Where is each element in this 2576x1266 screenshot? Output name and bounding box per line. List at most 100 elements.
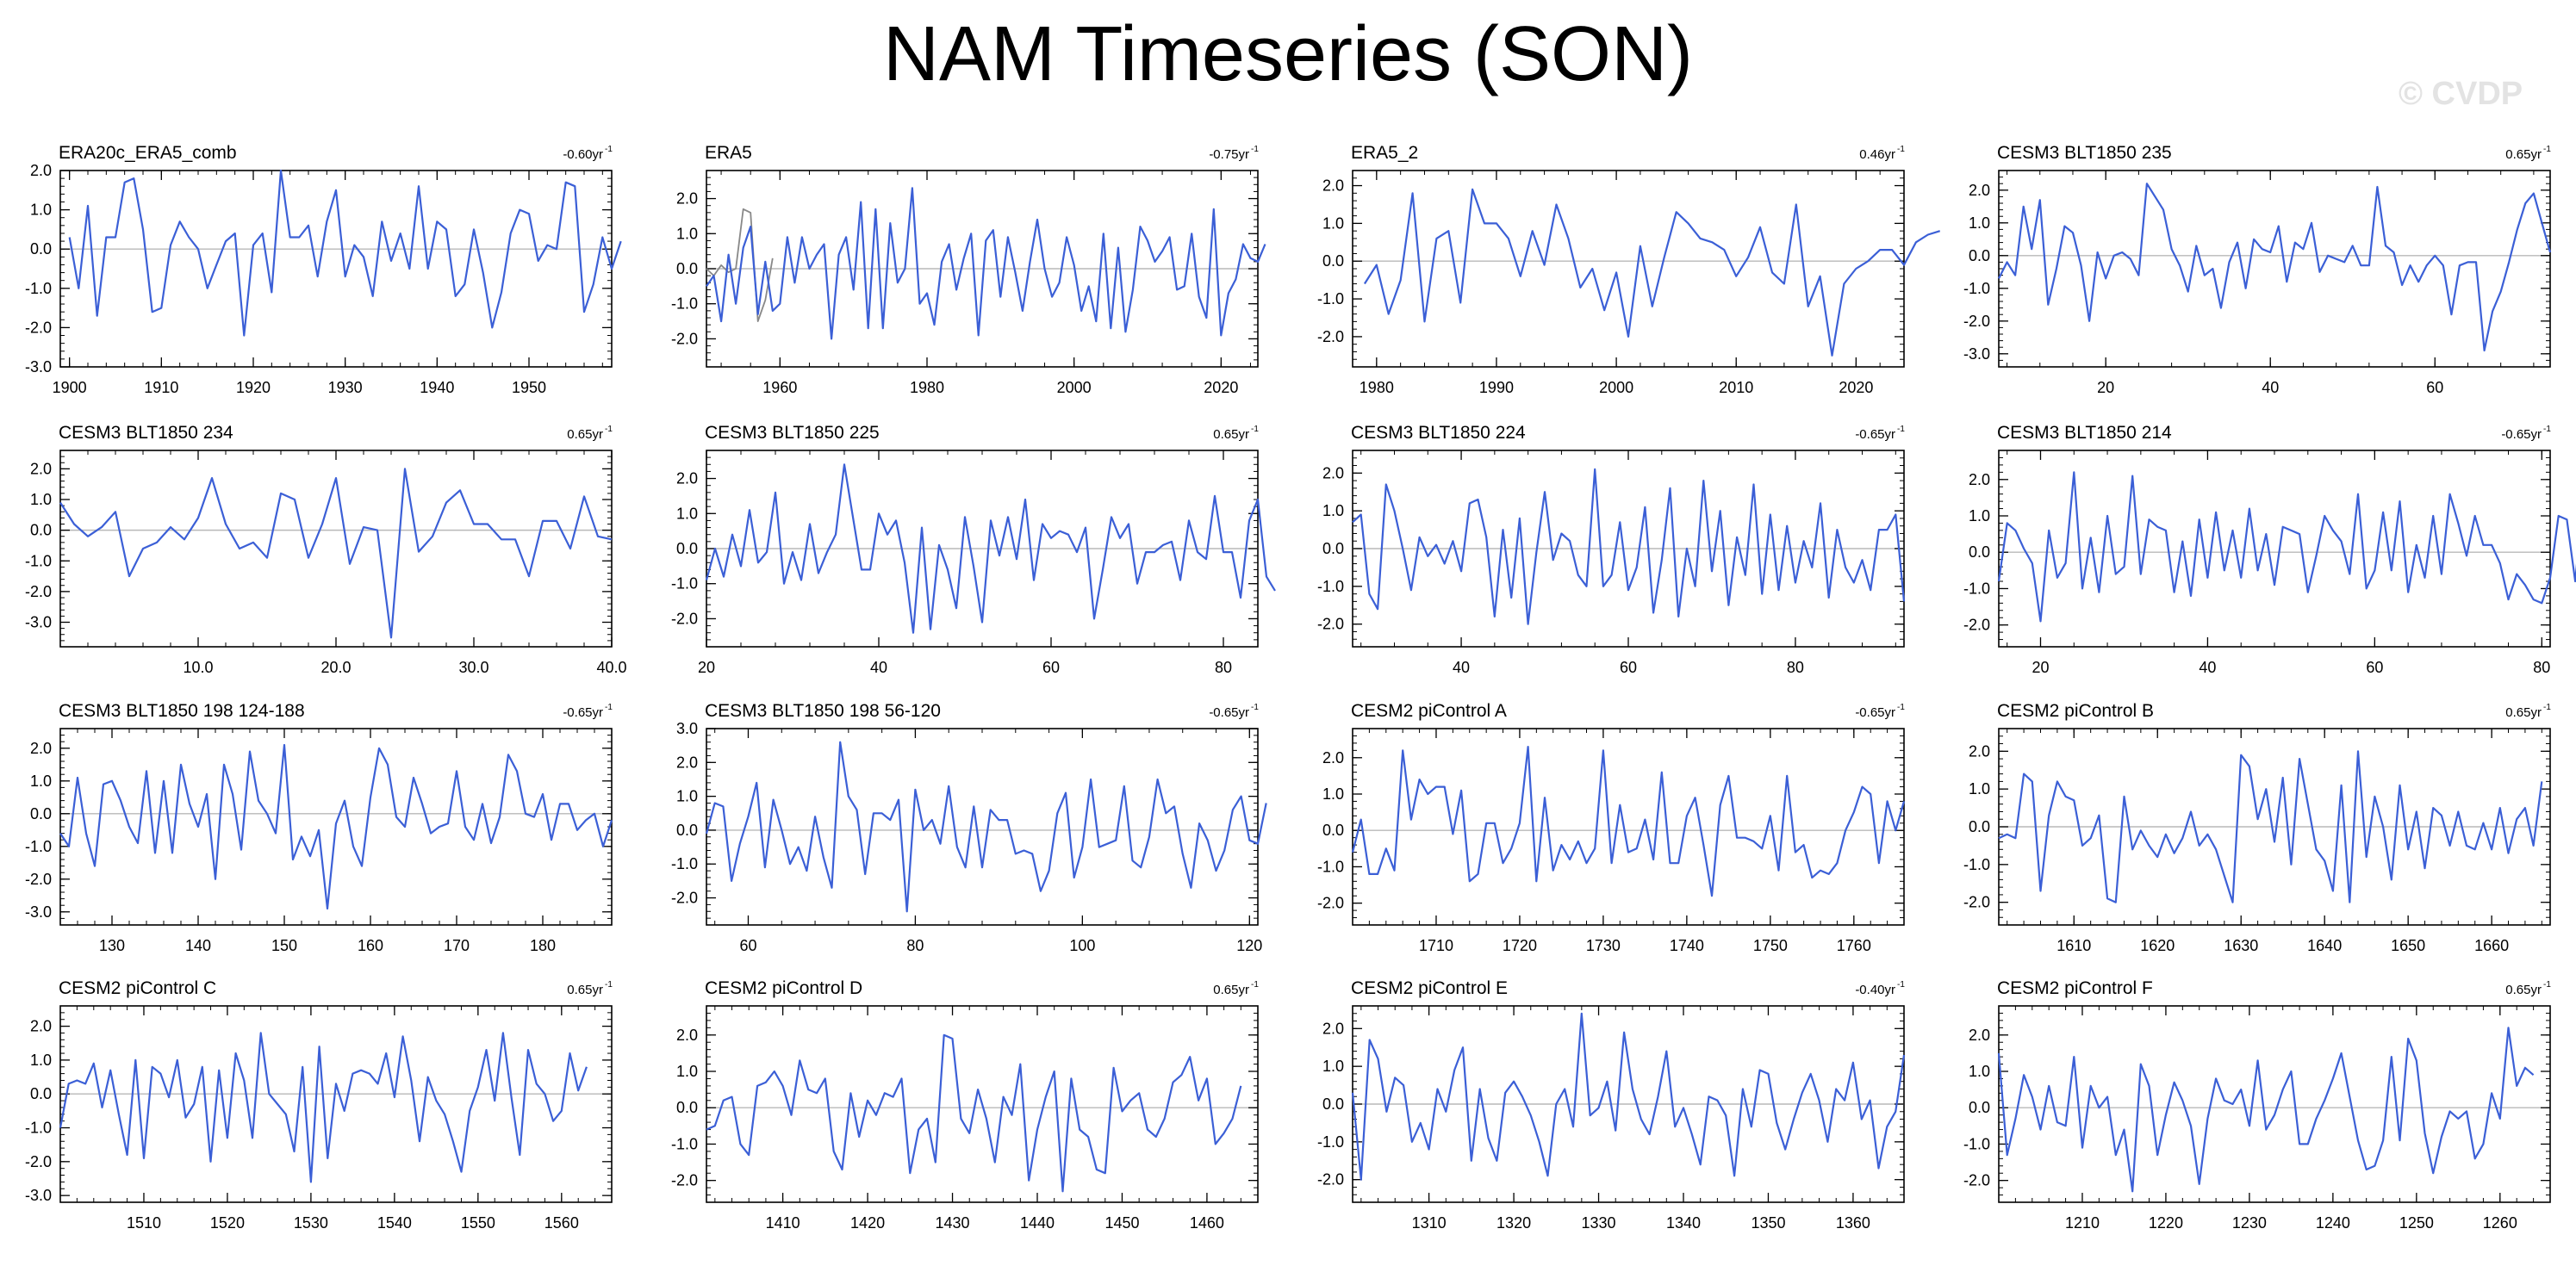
panel-15-ytick-label: -2.0 — [1317, 1171, 1344, 1188]
panel-7-xtick-label: 80 — [1787, 659, 1804, 676]
panel-14-xtick-label: 1410 — [766, 1214, 800, 1232]
panel-16: CESM2 piControl F 0.65yr -1 2.0 1.0 0.0 -1.0 -2… — [1963, 978, 2551, 1232]
panel-13-title: CESM2 piControl C — [59, 978, 216, 998]
panel-14-ytick-label: 1.0 — [676, 1063, 698, 1080]
panel-1-plot-frame — [59, 170, 613, 368]
panel-9-ytick-label: -1.0 — [25, 838, 52, 855]
panel-3-title: ERA5_2 — [1351, 143, 1418, 163]
page-title: NAM Timeseries (SON) — [882, 11, 1694, 97]
panel-3: ERA5_2 0.46yr -1 2.0 1.0 0.0 -1.0 -2.0 1980 1990 2… — [1317, 143, 1941, 396]
panel-12-series-line — [1998, 750, 2543, 903]
cvdp-watermark: © CVDP — [2399, 76, 2523, 112]
panel-16-xtick-label: 1220 — [2149, 1214, 2183, 1232]
panel-10: CESM3 BLT1850 198 56-120 -0.65yr -1 3.0 2.0 1… — [671, 701, 1267, 954]
panel-15: CESM2 piControl E -0.40yr -1 2.0 1.0 0.0 -1.0 -… — [1317, 978, 1905, 1232]
panel-13-xtick-label: 1550 — [461, 1214, 495, 1232]
panel-1: ERA20c_ERA5_comb -0.60yr -1 2.0 1.0 0.0 -1.0 -2… — [25, 143, 622, 396]
panel-12-trend-label: 0.65yr — [2505, 705, 2542, 720]
panel-11-ytick-label: 2.0 — [1322, 749, 1344, 766]
panel-2-title: ERA5 — [705, 143, 752, 163]
panel-10-ytick-label: 2.0 — [676, 754, 698, 771]
panel-5-ytick-label: 1.0 — [30, 491, 52, 508]
panel-14: CESM2 piControl D 0.65yr -1 2.0 1.0 0.0 -1.0 -2… — [671, 978, 1259, 1232]
panel-14-series-line — [706, 1033, 1242, 1193]
panel-5: CESM3 BLT1850 234 0.65yr -1 2.0 1.0 0.0 -1.0 -2… — [25, 423, 627, 676]
panel-16-trend-superscript: -1 — [2543, 980, 2551, 990]
panel-15-trend-superscript: -1 — [1897, 980, 1905, 990]
panel-5-ytick-label: -3.0 — [25, 614, 52, 631]
panel-11-xtick-label: 1710 — [1419, 937, 1453, 954]
panel-11-xtick-label: 1720 — [1503, 937, 1537, 954]
panel-15-xtick-label: 1310 — [1412, 1214, 1447, 1232]
panel-8-xtick-label: 40 — [2199, 659, 2216, 676]
panel-13-plot-frame — [59, 1005, 613, 1203]
panel-6-xtick-label: 40 — [870, 659, 887, 676]
panel-13-ytick-label: 1.0 — [30, 1052, 52, 1069]
panel-1-xtick-label: 1930 — [328, 379, 363, 396]
panel-11-xtick-label: 1760 — [1837, 937, 1871, 954]
panel-11-xtick-label: 1750 — [1753, 937, 1788, 954]
panel-3-xtick-label: 1990 — [1479, 379, 1514, 396]
panel-14-trend-label: 0.65yr — [1213, 983, 1249, 997]
panel-1-xtick-label: 1950 — [512, 379, 546, 396]
panel-15-ytick-label: 2.0 — [1322, 1020, 1344, 1037]
panel-9-ytick-label: -2.0 — [25, 871, 52, 888]
panel-1-ytick-label: 0.0 — [30, 240, 52, 258]
panel-4-ytick-label: -3.0 — [1963, 345, 1990, 363]
panel-4-series-line — [1998, 183, 2552, 352]
panel-16-xtick-label: 1250 — [2399, 1214, 2434, 1232]
panel-7-xtick-label: 60 — [1620, 659, 1637, 676]
panel-9-ytick-label: 2.0 — [30, 740, 52, 757]
panel-1-ytick-label: 1.0 — [30, 202, 52, 219]
panel-10-xtick-label: 120 — [1236, 937, 1262, 954]
panel-14-ytick-label: 0.0 — [676, 1099, 698, 1116]
panel-1-ytick-label: -2.0 — [25, 319, 52, 336]
panel-6-title: CESM3 BLT1850 225 — [705, 423, 880, 443]
panel-14-title: CESM2 piControl D — [705, 978, 862, 998]
panel-2-secondary-series-line — [706, 208, 774, 323]
panel-9-xtick-label: 180 — [530, 937, 556, 954]
panel-12-xtick-label: 1620 — [2140, 937, 2175, 954]
panel-12-ytick-label: 0.0 — [1969, 818, 1990, 835]
panel-10-ytick-label: 3.0 — [676, 720, 698, 737]
panel-8-trend-label: -0.65yr — [2501, 427, 2542, 442]
panel-12-title: CESM2 piControl B — [1997, 701, 2154, 721]
panel-8-ytick-label: 1.0 — [1969, 507, 1990, 524]
panel-16-ytick-label: 1.0 — [1969, 1063, 1990, 1080]
panel-8-trend-superscript: -1 — [2543, 425, 2551, 434]
panel-10-ytick-label: 1.0 — [676, 788, 698, 805]
panel-12-xtick-label: 1610 — [2056, 937, 2091, 954]
panel-9-ytick-label: 1.0 — [30, 773, 52, 790]
panel-5-xtick-label: 30.0 — [458, 659, 488, 676]
panel-11-ytick-label: 0.0 — [1322, 822, 1344, 839]
panel-10-xtick-label: 100 — [1069, 937, 1095, 954]
panel-6-ytick-label: 1.0 — [676, 505, 698, 522]
panel-3-ytick-label: 0.0 — [1322, 252, 1344, 270]
panel-8: CESM3 BLT1850 214 -0.65yr -1 2.0 1.0 0.0 -1.0 -… — [1963, 423, 2576, 676]
panel-3-xtick-label: 1980 — [1360, 379, 1394, 396]
panel-5-xtick-label: 10.0 — [183, 659, 213, 676]
panel-7-ytick-label: -1.0 — [1317, 578, 1344, 595]
panel-2-trend-label: -0.75yr — [1209, 147, 1249, 162]
panel-16-xtick-label: 1240 — [2316, 1214, 2350, 1232]
panel-4-xtick-label: 40 — [2262, 379, 2279, 396]
panel-3-xtick-label: 2000 — [1599, 379, 1633, 396]
panel-3-trend-superscript: -1 — [1897, 145, 1905, 154]
panel-8-title: CESM3 BLT1850 214 — [1997, 423, 2172, 443]
panel-11-trend-superscript: -1 — [1897, 703, 1905, 712]
panel-2: ERA5 -0.75yr -1 2.0 1.0 0.0 -1.0 -2.0 1960 1980 20… — [671, 143, 1266, 396]
panel-7-trend-superscript: -1 — [1897, 425, 1905, 434]
panel-15-series-line — [1351, 1012, 1906, 1181]
panel-13-xtick-label: 1540 — [377, 1214, 412, 1232]
panel-11-series-line — [1351, 745, 1906, 897]
panel-10-ytick-label: 0.0 — [676, 822, 698, 839]
panel-1-xtick-label: 1940 — [420, 379, 454, 396]
panel-12: CESM2 piControl B 0.65yr -1 2.0 1.0 0.0 -1.0 -2… — [1963, 701, 2551, 954]
panel-10-xtick-label: 80 — [906, 937, 924, 954]
panel-2-ytick-label: -1.0 — [671, 295, 698, 313]
panel-2-xtick-label: 1980 — [910, 379, 944, 396]
panel-16-xtick-label: 1230 — [2232, 1214, 2267, 1232]
panel-10-trend-label: -0.65yr — [1209, 705, 1249, 720]
panel-16-ytick-label: -1.0 — [1963, 1135, 1990, 1152]
panel-11-ytick-label: 1.0 — [1322, 785, 1344, 803]
